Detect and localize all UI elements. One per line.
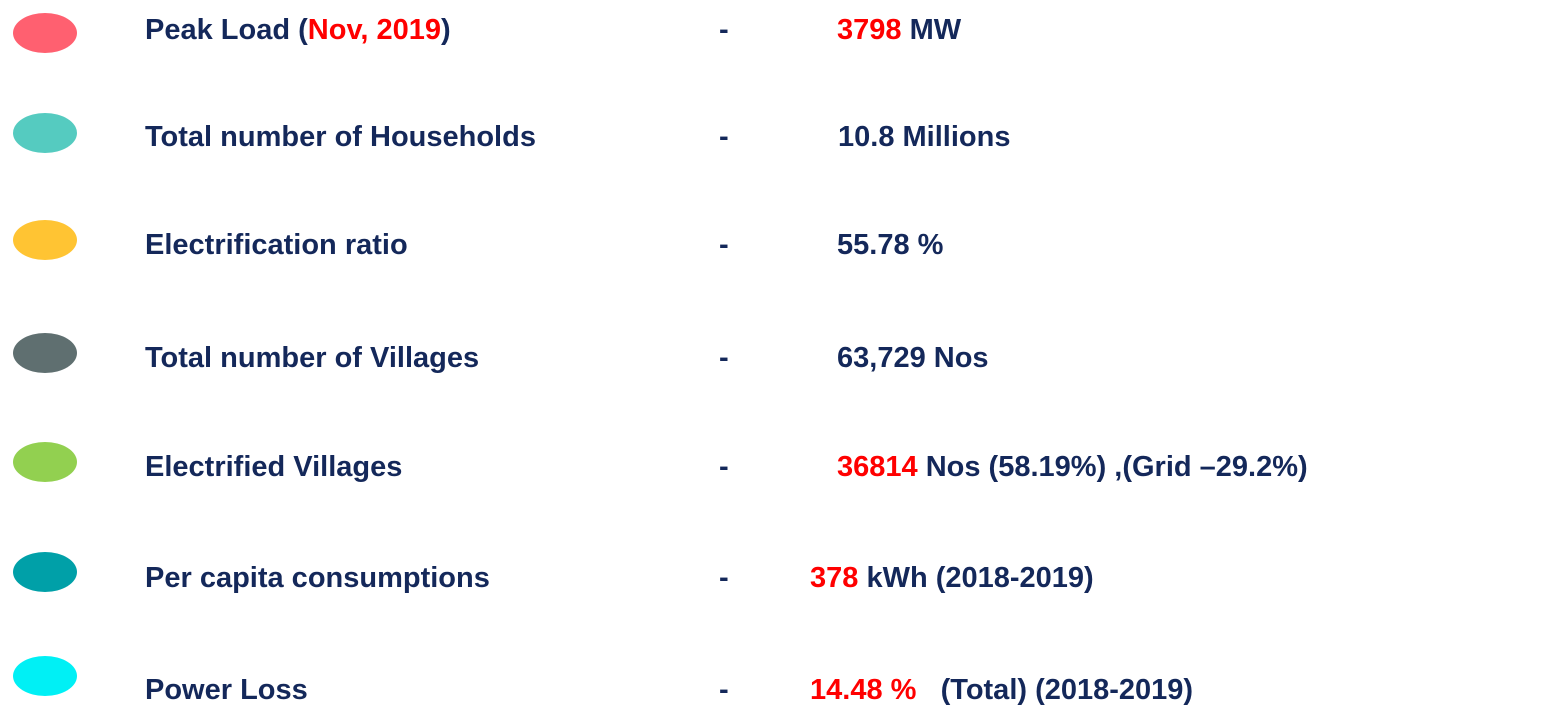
text-segment: ) [441,14,451,46]
text-segment: 36814 [837,451,918,483]
text-segment: Per capita consumptions [145,562,490,594]
separator: - [719,451,729,483]
separator: - [719,229,729,261]
text-segment: Electrification ratio [145,229,408,261]
item-label: Electrified Villages [145,450,402,484]
bullet [13,552,77,592]
bullet [13,442,77,482]
text-segment: 14.48 % [810,674,917,706]
item-label: Per capita consumptions [145,561,490,595]
text-segment: 55.78 % [837,229,944,261]
text-segment: 63,729 Nos [837,342,989,374]
bullet [13,333,77,373]
text-segment: Total number of Households [145,121,536,153]
item-value: 14.48 % (Total) (2018-2019) [810,673,1193,707]
text-segment: Peak Load ( [145,14,308,46]
bullet [13,113,77,153]
text-segment: Power Loss [145,674,308,706]
text-segment: Electrified Villages [145,451,403,483]
item-label: Electrification ratio [145,228,408,262]
bullet [13,220,77,260]
text-segment: 10.8 Millions [838,121,1011,153]
separator: - [719,674,729,706]
item-value: 10.8 Millions [838,120,1010,154]
text-segment: Total number of Villages [145,342,480,374]
item-label: Peak Load (Nov, 2019) [145,13,451,47]
separator: - [719,342,729,374]
item-value: 36814 Nos (58.19%) ,(Grid –29.2%) [837,450,1308,484]
separator: - [719,14,729,46]
text-segment: kWh (2018-2019) [858,562,1094,594]
text-segment: 378 [810,562,859,594]
text-segment: Nos (58.19%) ,(Grid –29.2%) [917,451,1308,483]
item-value: 3798 MW [837,13,961,47]
item-label: Power Loss [145,673,308,707]
item-value: 378 kWh (2018-2019) [810,561,1094,595]
separator: - [719,121,729,153]
separator: - [719,562,729,594]
item-label: Total number of Villages [145,341,479,375]
text-segment: MW [901,14,962,46]
bullet [13,656,77,696]
item-value: 63,729 Nos [837,341,989,375]
bullet [13,13,77,53]
item-label: Total number of Households [145,120,536,154]
text-segment: 3798 [837,14,902,46]
text-segment: Nov, 2019 [307,14,442,46]
text-segment: (Total) (2018-2019) [916,674,1194,706]
item-value: 55.78 % [837,228,943,262]
